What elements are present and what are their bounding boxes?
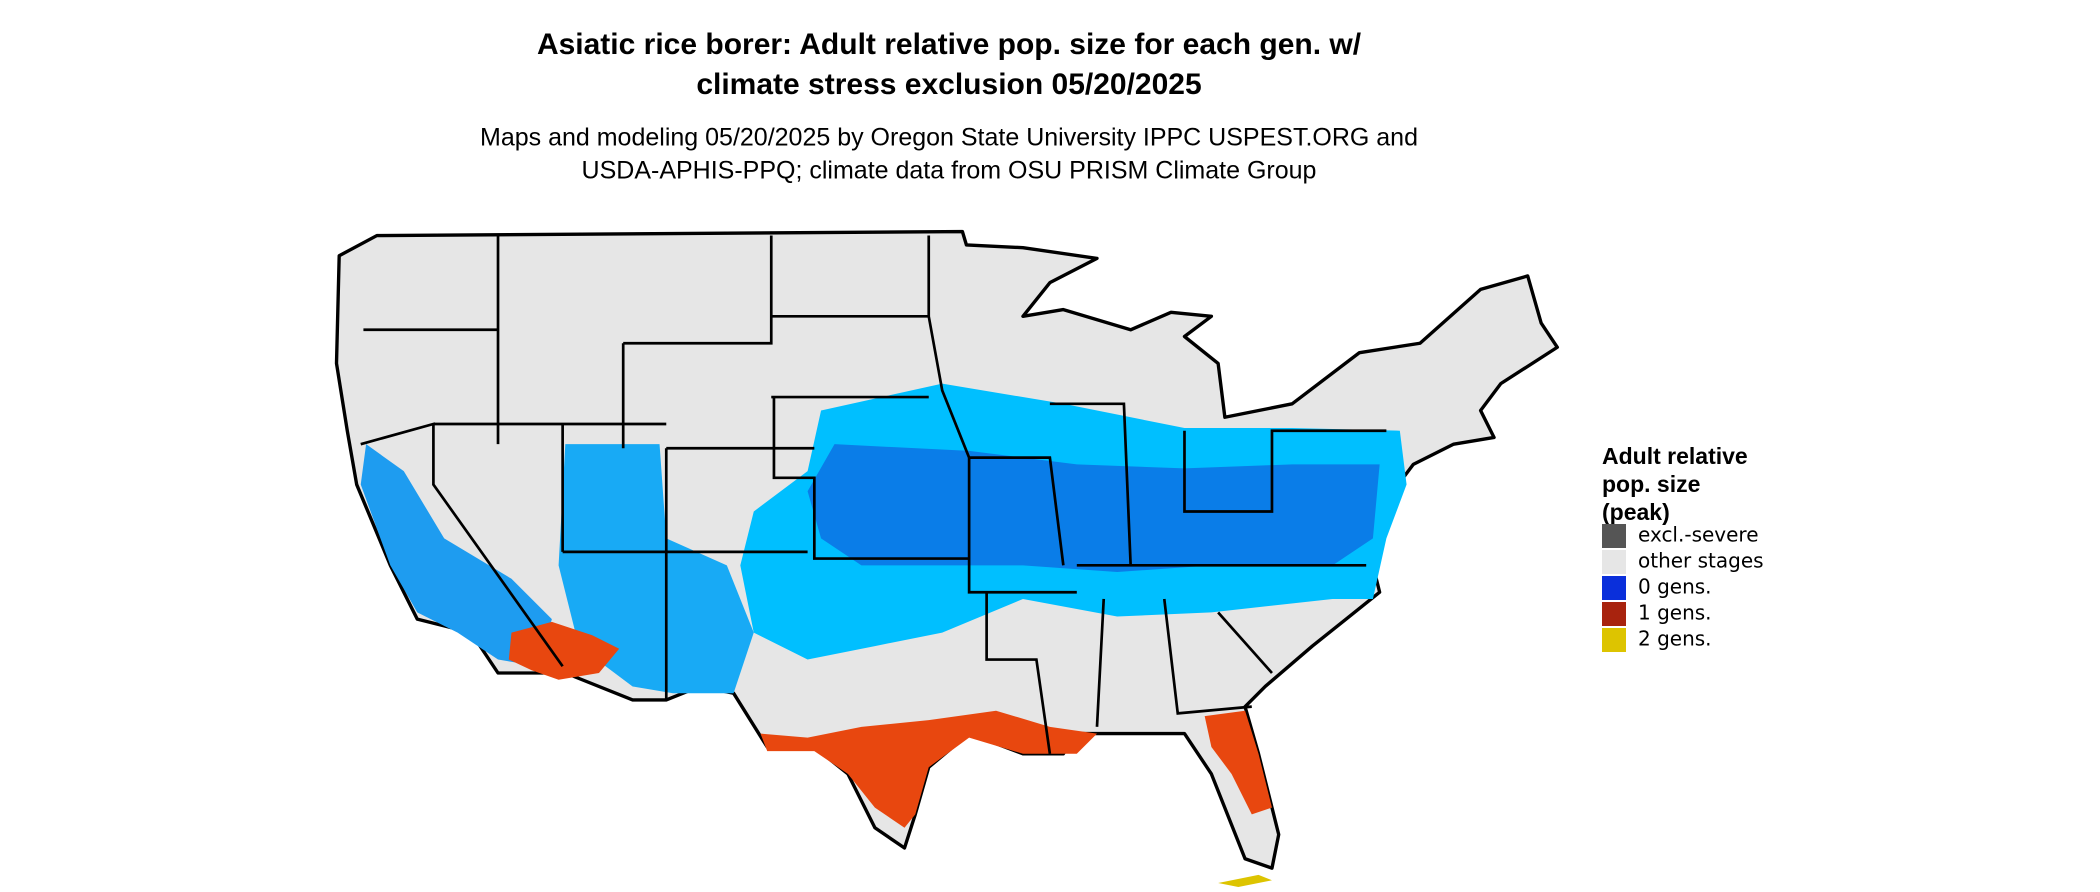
state-borders bbox=[360, 235, 1387, 754]
us-map bbox=[334, 229, 1560, 888]
legend-title: Adult relative bbox=[1602, 443, 1748, 469]
legend-label: 0 gens. bbox=[1638, 575, 1712, 599]
legend-label: other stages bbox=[1638, 549, 1764, 573]
legend-swatch bbox=[1602, 524, 1626, 548]
legend-label: 1 gens. bbox=[1638, 601, 1712, 625]
subtitle-line: Maps and modeling 05/20/2025 by Oregon S… bbox=[480, 124, 1418, 152]
arizona-orange-region bbox=[508, 621, 620, 680]
legend-swatch bbox=[1602, 628, 1626, 652]
florida-orange-region bbox=[1204, 710, 1272, 815]
legend-title: (peak) bbox=[1602, 499, 1670, 525]
legend-swatch bbox=[1602, 602, 1626, 626]
legend-label: excl.-severe bbox=[1638, 523, 1759, 547]
legend-swatch bbox=[1602, 576, 1626, 600]
legend-swatch bbox=[1602, 550, 1626, 574]
west-blue-region bbox=[360, 444, 552, 667]
title-line: climate stress exclusion 05/20/2025 bbox=[696, 68, 1201, 101]
blue-region bbox=[807, 444, 1380, 573]
legend-title: pop. size bbox=[1602, 471, 1700, 497]
gulf-orange-region bbox=[760, 710, 1097, 828]
legend-label: 2 gens. bbox=[1638, 627, 1712, 651]
keys-yellow-region bbox=[1218, 874, 1272, 888]
southwest-blue-region bbox=[558, 444, 754, 694]
subtitle-line: USDA-APHIS-PPQ; climate data from OSU PR… bbox=[582, 157, 1317, 185]
title-line: Asiatic rice borer: Adult relative pop. … bbox=[537, 28, 1362, 61]
